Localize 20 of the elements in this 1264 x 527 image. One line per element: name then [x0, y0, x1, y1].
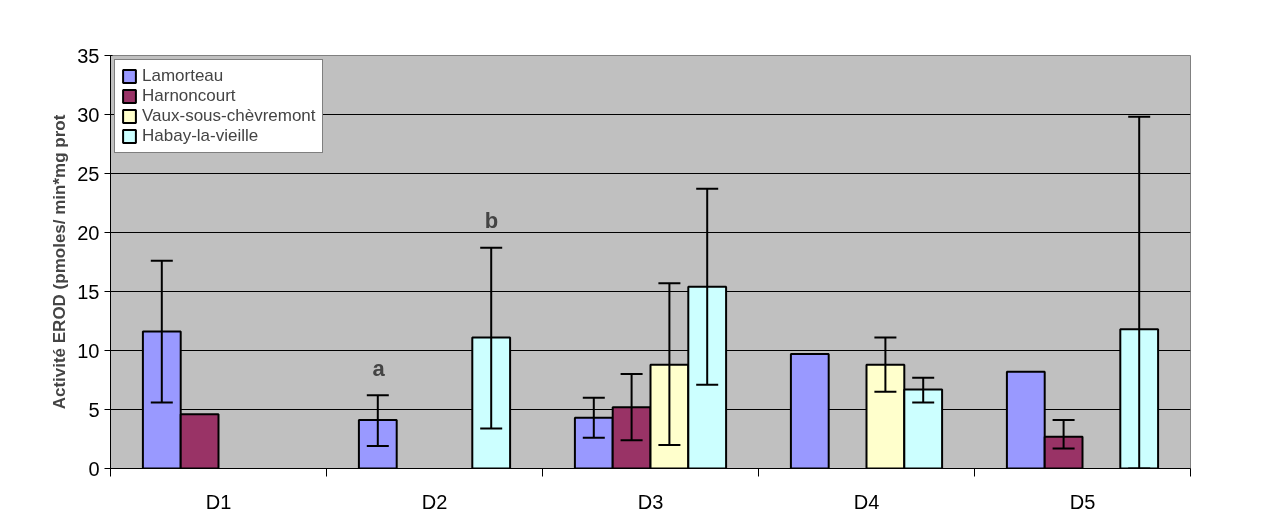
annotation: a [372, 355, 386, 381]
y-tick-label: 25 [77, 162, 100, 185]
legend-label: Habay-la-vieille [142, 126, 259, 146]
x-tick-label: D5 [1069, 490, 1096, 513]
y-tick-label: 30 [77, 103, 100, 126]
x-tick-label: D3 [637, 490, 664, 513]
y-tick-label: 0 [88, 457, 100, 480]
x-tick-label: D1 [205, 490, 232, 513]
legend-label: Harnoncourt [142, 86, 236, 106]
y-tick-label: 35 [77, 44, 100, 67]
legend-label: Vaux-sous-chèvremont [142, 106, 316, 126]
legend-label: Lamorteau [142, 66, 224, 86]
x-tick-label: D2 [421, 490, 448, 513]
y-axis-title: Activité EROD (pmoles/ min*mg prot [50, 114, 70, 410]
y-tick-label: 10 [77, 339, 100, 362]
x-tick-label: D4 [853, 490, 880, 513]
y-tick-label: 5 [88, 398, 100, 421]
y-tick-label: 15 [77, 280, 100, 303]
annotation: b [484, 207, 499, 233]
y-tick-label: 20 [77, 221, 100, 244]
